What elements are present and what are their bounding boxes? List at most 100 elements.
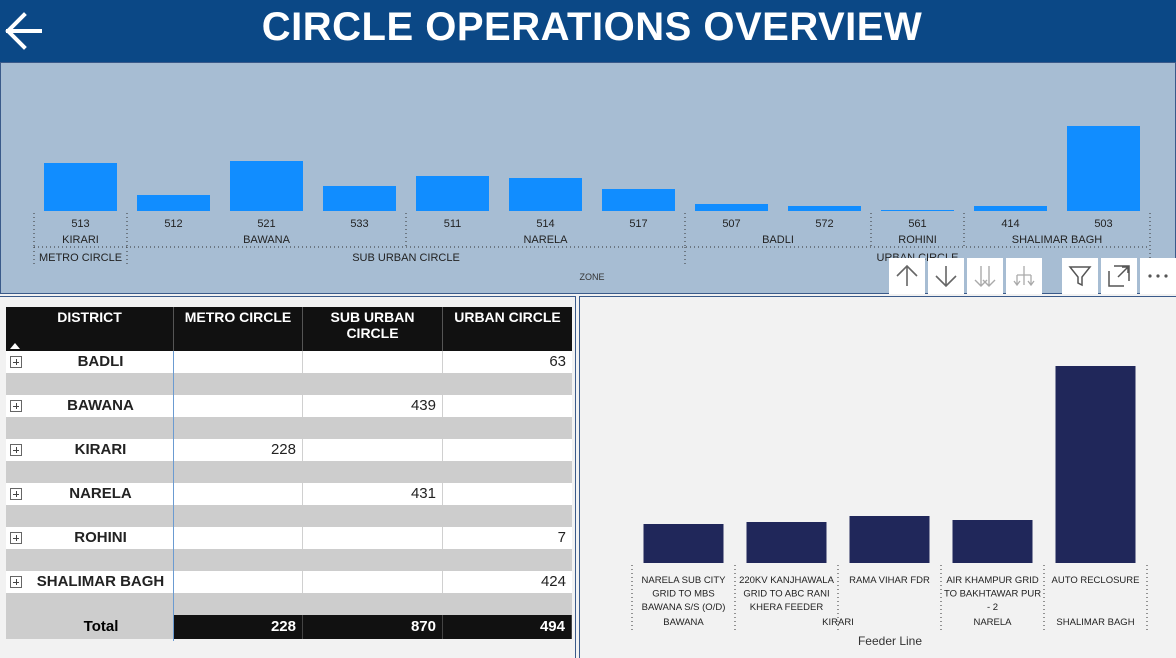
table-row: NARELA 431 bbox=[6, 483, 572, 505]
back-button[interactable] bbox=[2, 8, 46, 54]
zone-bar-chart[interactable]: 513 512 521 533 511 514 517 507 572 561 414 503 KIRA… bbox=[0, 62, 1176, 294]
district-group-label: KIRARI bbox=[62, 234, 99, 246]
cell-suburban bbox=[303, 439, 443, 461]
feeder-bar[interactable] bbox=[952, 520, 1033, 563]
cell-metro bbox=[174, 527, 303, 549]
feeder-axis-title: Feeder Line bbox=[858, 634, 922, 648]
zone-tick-label: 521 bbox=[257, 218, 275, 230]
expand-plus-icon[interactable] bbox=[10, 356, 22, 368]
row-spacer bbox=[6, 505, 572, 527]
expand-plus-icon[interactable] bbox=[10, 532, 22, 544]
focus-mode-icon bbox=[1108, 265, 1130, 287]
zone-tick-label: 514 bbox=[536, 218, 554, 230]
row-district: BAWANA bbox=[67, 397, 134, 414]
zone-axis-title: ZONE bbox=[579, 272, 604, 282]
arrow-left-icon bbox=[5, 12, 42, 50]
zone-bar[interactable] bbox=[44, 163, 117, 211]
feeder-tick-label: RAMA VIHAR FDR bbox=[849, 575, 930, 586]
feeder-chart-svg: NARELA SUB CITY GRID TO MBS BAWANA S/S (O/… bbox=[631, 366, 1148, 648]
arrow-down-icon bbox=[935, 266, 957, 288]
feeder-tick-label: KHERA FEEDER bbox=[750, 602, 824, 613]
header-bar: CIRCLE OPERATIONS OVERVIEW bbox=[0, 0, 1176, 62]
district-group-label: SHALIMAR BAGH bbox=[1012, 234, 1103, 246]
feeder-tick-label: AIR KHAMPUR GRID bbox=[946, 575, 1039, 586]
feeder-bar[interactable] bbox=[643, 524, 724, 563]
zone-bar[interactable] bbox=[509, 178, 582, 211]
header-district[interactable]: DISTRICT bbox=[6, 307, 174, 351]
zone-bar[interactable] bbox=[788, 206, 861, 211]
header-sub-urban-circle[interactable]: SUB URBAN CIRCLE bbox=[303, 307, 443, 351]
zone-tick-label: 414 bbox=[1001, 218, 1019, 230]
cell-urban bbox=[443, 439, 572, 461]
zone-tick-label: 503 bbox=[1094, 218, 1112, 230]
zone-bar[interactable] bbox=[230, 161, 303, 211]
drill-up-button[interactable] bbox=[889, 258, 925, 294]
feeder-tick-label: AUTO RECLOSURE bbox=[1052, 575, 1140, 586]
cell-metro: 228 bbox=[174, 439, 303, 461]
row-district: NARELA bbox=[69, 485, 132, 502]
zone-tick-label: 561 bbox=[908, 218, 926, 230]
feeder-tick-label: BAWANA S/S (O/D) bbox=[642, 602, 726, 613]
header-metro-circle[interactable]: METRO CIRCLE bbox=[174, 307, 303, 351]
feeder-tick-label: GRID TO MBS bbox=[652, 589, 714, 600]
feeder-tick-label: - 2 bbox=[987, 602, 998, 613]
district-group-label: NARELA bbox=[523, 234, 568, 246]
table-row: SHALIMAR BAGH 424 bbox=[6, 571, 572, 593]
district-matrix[interactable]: DISTRICT METRO CIRCLE SUB URBAN CIRCLE U… bbox=[6, 307, 572, 639]
row-spacer bbox=[6, 593, 572, 615]
row-spacer bbox=[6, 373, 572, 395]
total-row: Total 228 870 494 bbox=[6, 615, 572, 639]
drill-down-button[interactable] bbox=[928, 258, 964, 294]
zone-tick-label: 512 bbox=[164, 218, 182, 230]
circle-group-label: METRO CIRCLE bbox=[39, 252, 122, 264]
cell-urban bbox=[443, 483, 572, 505]
cell-urban: 7 bbox=[557, 529, 566, 546]
cell-urban: 424 bbox=[540, 573, 566, 590]
expand-next-level-button[interactable] bbox=[1006, 258, 1042, 294]
feeder-bar[interactable] bbox=[849, 516, 930, 563]
total-urban: 494 bbox=[443, 615, 572, 639]
district-group-label: BAWANA bbox=[663, 617, 704, 628]
expand-plus-icon[interactable] bbox=[10, 400, 22, 412]
cell-suburban bbox=[303, 527, 443, 549]
filter-icon bbox=[1068, 266, 1092, 287]
arrow-up-icon bbox=[896, 264, 918, 286]
double-arrow-down-icon bbox=[974, 266, 996, 287]
expand-plus-icon[interactable] bbox=[10, 576, 22, 588]
table-row: BADLI 63 bbox=[6, 351, 572, 373]
feeder-bar-chart[interactable]: NARELA SUB CITY GRID TO MBS BAWANA S/S (O/… bbox=[579, 296, 1176, 658]
zone-bar[interactable] bbox=[881, 210, 954, 211]
feeder-tick-label: GRID TO ABC RANI bbox=[743, 589, 829, 600]
focus-mode-button[interactable] bbox=[1101, 258, 1137, 294]
zone-bar[interactable] bbox=[137, 195, 210, 211]
filter-button[interactable] bbox=[1062, 258, 1098, 294]
cell-urban: 63 bbox=[549, 353, 566, 370]
zone-bar[interactable] bbox=[1067, 126, 1140, 211]
district-group-label: NARELA bbox=[973, 617, 1012, 628]
zone-bar[interactable] bbox=[323, 186, 396, 211]
hierarchy-expand-icon bbox=[1013, 266, 1035, 287]
feeder-bar[interactable] bbox=[1055, 366, 1136, 563]
cell-suburban: 431 bbox=[303, 483, 443, 505]
page-title: CIRCLE OPERATIONS OVERVIEW bbox=[261, 5, 923, 49]
row-spacer bbox=[6, 417, 572, 439]
go-next-level-button[interactable] bbox=[967, 258, 1003, 294]
more-options-button[interactable] bbox=[1140, 258, 1176, 294]
expand-plus-icon[interactable] bbox=[10, 488, 22, 500]
cell-metro bbox=[174, 395, 303, 417]
zone-bar[interactable] bbox=[602, 189, 675, 211]
feeder-tick-label: NARELA SUB CITY bbox=[642, 575, 727, 586]
zone-bar[interactable] bbox=[416, 176, 489, 211]
feeder-bar[interactable] bbox=[746, 522, 827, 563]
expand-plus-icon[interactable] bbox=[10, 444, 22, 456]
cell-metro bbox=[174, 571, 303, 593]
zone-bar[interactable] bbox=[974, 206, 1047, 211]
row-spacer bbox=[6, 461, 572, 483]
zone-bar[interactable] bbox=[695, 204, 768, 211]
district-group-label: SHALIMAR BAGH bbox=[1056, 617, 1134, 628]
sort-ascending-icon bbox=[10, 343, 20, 349]
header-urban-circle[interactable]: URBAN CIRCLE bbox=[454, 309, 561, 325]
zone-tick-label: 507 bbox=[722, 218, 740, 230]
district-group-label: BAWANA bbox=[243, 234, 291, 246]
